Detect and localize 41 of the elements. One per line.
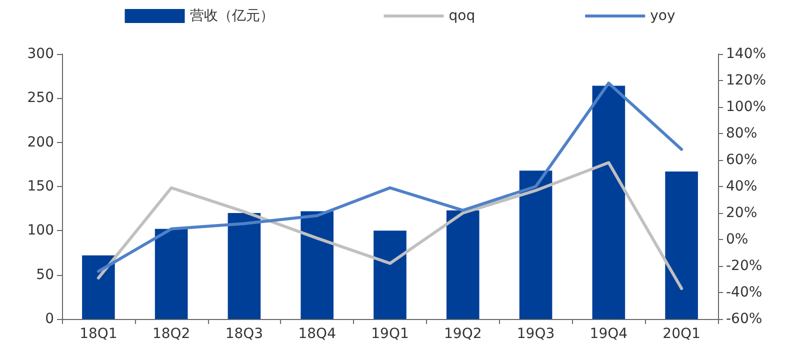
bar [665, 171, 698, 319]
x-tick-label: 18Q2 [152, 326, 190, 342]
bar [592, 86, 626, 319]
x-tick-label: 19Q1 [371, 326, 409, 342]
y-tick-label: 150 [27, 178, 54, 194]
y2-tick-label: 20% [726, 205, 758, 221]
bar [154, 228, 188, 319]
y2-tick-label: 40% [726, 178, 758, 194]
bar [228, 213, 261, 319]
legend-label: qoq [448, 8, 476, 24]
y2-tick-label: -20% [726, 258, 762, 274]
y-tick-label: 50 [36, 266, 54, 283]
x-tick-label: 18Q1 [80, 326, 118, 342]
x-tick-label: 18Q3 [225, 326, 264, 342]
x-tick-label: 19Q3 [516, 326, 555, 342]
x-tick-label: 20Q1 [662, 326, 700, 342]
y-tick-label: 200 [27, 134, 54, 150]
y2-tick-label: 120% [726, 72, 766, 88]
x-tick-label: 18Q4 [298, 326, 336, 342]
y2-tick-label: 140% [726, 46, 766, 62]
y2-tick-label: 100% [726, 99, 766, 115]
bar [519, 170, 552, 319]
legend-label: yoy [650, 8, 676, 24]
line-series [96, 82, 684, 273]
bar [446, 210, 480, 319]
x-tick-label: 19Q2 [444, 326, 482, 342]
y2-tick-label: -40% [726, 284, 762, 300]
y-tick-label: 100 [27, 222, 54, 239]
y2-tick-label: 80% [726, 126, 758, 142]
y-tick-label: 250 [27, 90, 54, 106]
legend-label: 营收（亿元） [190, 8, 274, 24]
bar [374, 230, 406, 319]
y-tick-label: 300 [27, 46, 54, 62]
bar [300, 211, 334, 319]
y-tick-label: 0 [45, 311, 54, 327]
y2-tick-label: -60% [726, 311, 762, 327]
bar [82, 255, 115, 319]
y2-tick-label: 60% [726, 152, 758, 168]
y2-tick-label: 0% [726, 232, 748, 248]
x-tick-label: 19Q4 [590, 326, 628, 342]
line-series [96, 161, 684, 290]
